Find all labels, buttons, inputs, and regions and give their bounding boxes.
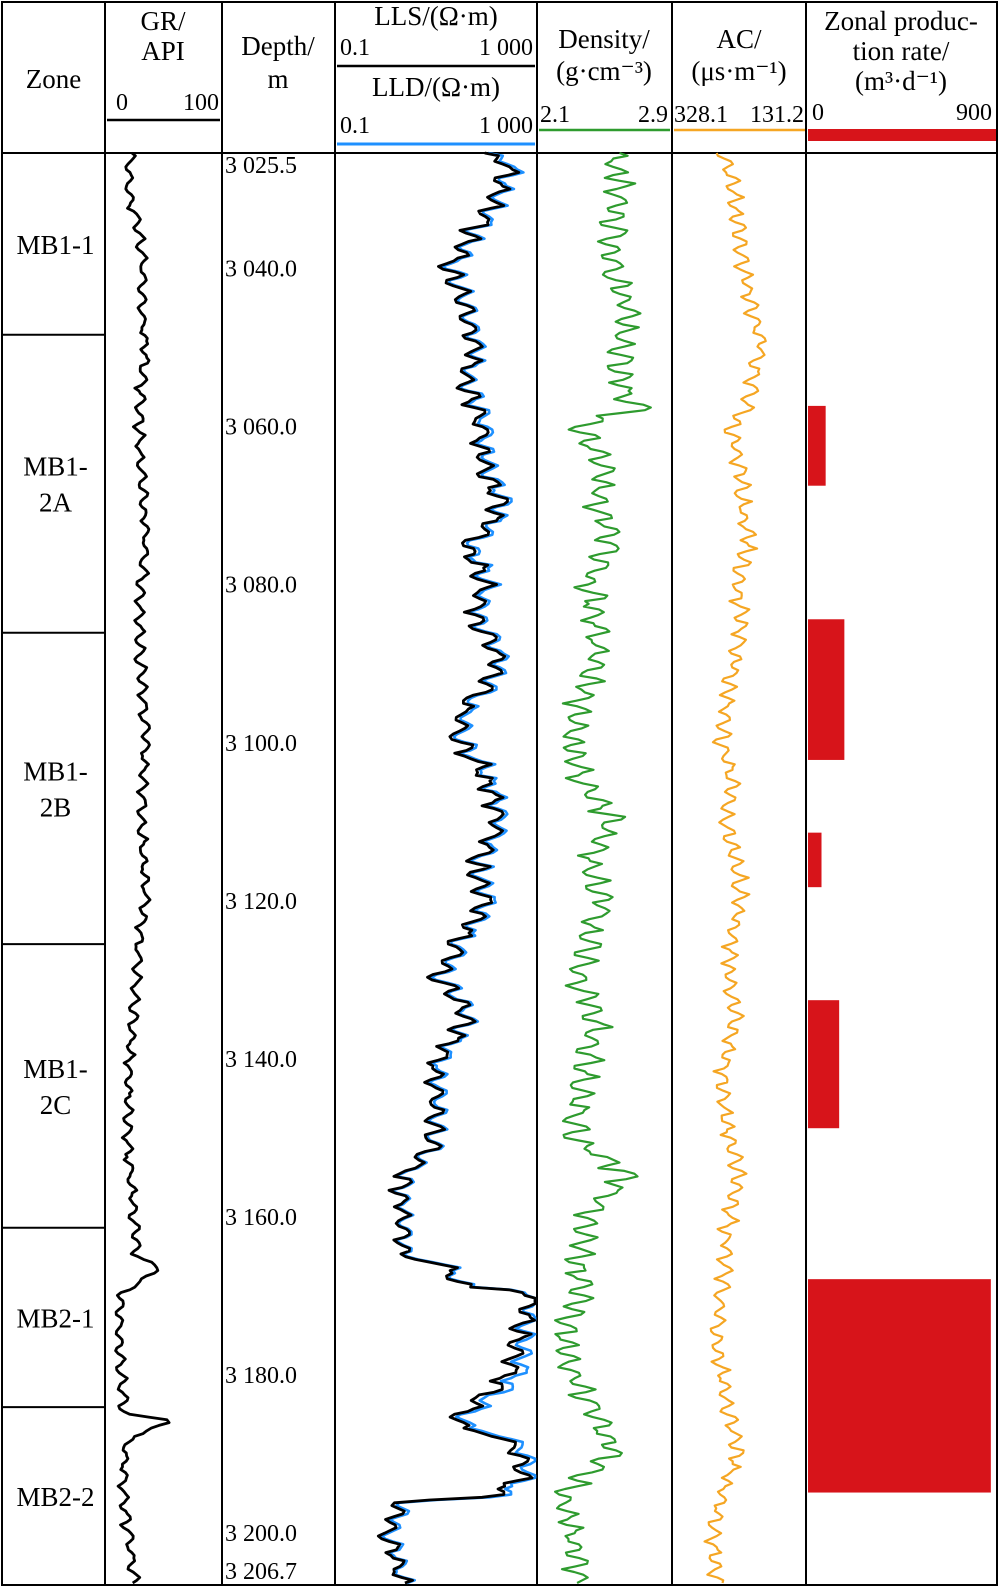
- production-bar: [808, 1000, 840, 1129]
- zone-label: MB1-: [23, 452, 88, 482]
- lls-scale-max: 1 000: [479, 35, 533, 61]
- lld-header: LLD/(Ω·m): [372, 72, 500, 102]
- depth-label: 3 040.0: [225, 257, 297, 283]
- density-header-line2: (g·cm⁻³): [556, 56, 652, 86]
- ac-header-line1: AC/: [716, 24, 762, 54]
- depth-label: 3 140.0: [225, 1047, 297, 1073]
- depth-track: 3 025.5 3 040.0 3 060.0 3 080.0 3 100.0 3 120…: [225, 153, 297, 1585]
- gr-header-line1: GR/: [140, 6, 186, 36]
- depth-header-line1: Depth/: [241, 31, 315, 61]
- density-header-line1: Density/: [558, 24, 650, 54]
- gr-scale-min: 0: [116, 90, 128, 116]
- zone-label: MB2-2: [16, 1482, 94, 1512]
- density-scale-max: 2.9: [638, 102, 668, 128]
- production-bar: [808, 405, 826, 486]
- zone-track: MB1-1 MB1- 2A MB1- 2B MB1- 2C MB2-1 MB2-2: [2, 230, 105, 1512]
- prod-header-line2: tion rate/: [853, 36, 950, 66]
- density-curve: [554, 151, 652, 1584]
- prod-scale-max: 900: [956, 100, 992, 126]
- prod-header-line3: (m³·d⁻¹): [855, 66, 947, 96]
- zone-label: MB1-: [23, 756, 88, 786]
- depth-label: 3 080.0: [225, 573, 297, 599]
- prod-scale-min: 0: [812, 100, 824, 126]
- lld-scale-min: 0.1: [340, 113, 370, 139]
- log-curves: [114, 151, 767, 1585]
- depth-label: 3 120.0: [225, 889, 297, 915]
- gr-header-line2: API: [141, 36, 185, 66]
- ac-curve: [703, 152, 767, 1584]
- zone-label: 2C: [40, 1090, 72, 1120]
- lls-header: LLS/(Ω·m): [374, 1, 498, 31]
- depth-header-line2: m: [267, 64, 288, 94]
- depth-label: 3 100.0: [225, 731, 297, 757]
- production-bar: [808, 1279, 991, 1493]
- zone-label: MB2-1: [16, 1303, 94, 1333]
- density-scale-min: 2.1: [540, 102, 570, 128]
- gr-scale-max: 100: [183, 90, 219, 116]
- zone-label: MB1-: [23, 1054, 88, 1084]
- depth-label: 3 025.5: [225, 153, 297, 179]
- production-bar: [808, 619, 845, 760]
- prod-legend-bar: [808, 129, 996, 141]
- zone-header: Zone: [26, 64, 81, 94]
- depth-label: 3 060.0: [225, 415, 297, 441]
- lld-scale-max: 1 000: [479, 113, 533, 139]
- ac-scale-min: 328.1: [674, 102, 728, 128]
- production-bar: [808, 832, 822, 888]
- production-track: [808, 405, 991, 1493]
- ac-header-line2: (μs·m⁻¹): [691, 56, 786, 86]
- ac-scale-max: 131.2: [750, 102, 804, 128]
- gr-curve: [114, 151, 171, 1585]
- lls-scale-min: 0.1: [340, 35, 370, 61]
- prod-header-line1: Zonal produc-: [824, 6, 978, 36]
- depth-label: 3 180.0: [225, 1363, 297, 1389]
- zone-label: 2B: [40, 792, 72, 822]
- lls-curve: [376, 151, 537, 1585]
- zone-label: 2A: [39, 488, 73, 518]
- zone-label: MB1-1: [16, 230, 94, 260]
- depth-label: 3 200.0: [225, 1521, 297, 1547]
- lld-curve: [380, 151, 537, 1585]
- depth-label: 3 206.7: [225, 1559, 297, 1585]
- depth-label: 3 160.0: [225, 1205, 297, 1231]
